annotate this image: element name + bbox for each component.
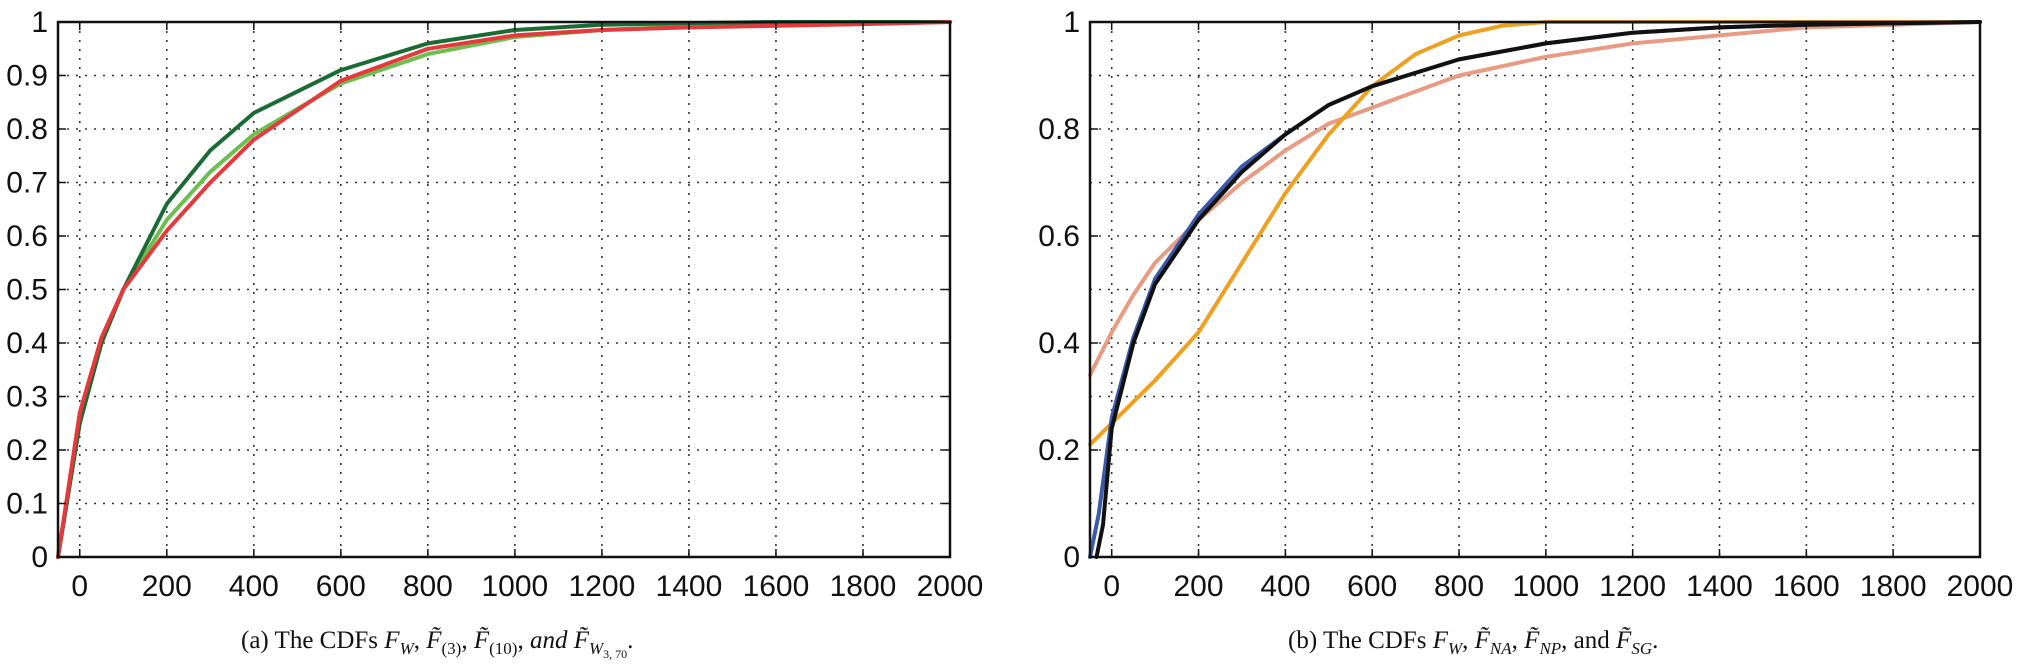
x-tick-label: 1600 (743, 570, 810, 603)
y-tick-label: 0.2 (1038, 434, 1080, 467)
y-tick-label: 1 (1063, 6, 1080, 39)
x-tick-label: 0 (1103, 570, 1120, 603)
y-tick-label: 0.6 (6, 220, 48, 253)
y-tick-label: 0.5 (6, 274, 48, 307)
chart-panel-b: 0 200 400 600 800 1000 1200 1400 1600 1800 2000 0 0.… (1038, 6, 2013, 603)
caption-a-and: and (530, 627, 568, 654)
x-tick-label: 0 (71, 570, 88, 603)
x-tick-label: 1200 (569, 570, 636, 603)
caption-b-and: and (1574, 627, 1611, 654)
x-tick-label: 800 (403, 570, 453, 603)
caption-b-sep2: , (1512, 627, 1525, 654)
x-tick-label: 400 (229, 570, 279, 603)
caption-a-sep1: , (414, 627, 427, 654)
caption-a-fw370-subsub: 3, 70 (603, 647, 627, 661)
caption-a-sep2: , (461, 627, 474, 654)
x-tick-label: 1000 (1512, 570, 1579, 603)
x-tick-label: 400 (1260, 570, 1310, 603)
caption-b-fna-sub: NA (1489, 639, 1512, 658)
caption-a-fw-sub: W (400, 639, 416, 658)
caption-a: (a) The CDFs FW, F̃(3), F̃(10), and F̃W3… (241, 627, 633, 661)
series-line-4 (1094, 20, 1982, 559)
caption-b: (b) The CDFs FW, F̃NA, F̃NP, and F̃SG. (1288, 627, 1658, 658)
y-tick-label: 0.9 (6, 60, 48, 93)
caption-b-sep3: , (1561, 627, 1574, 654)
caption-a-sep3: , (517, 627, 530, 654)
x-tick-label: 200 (1174, 570, 1224, 603)
y-tick-label: 0.8 (6, 113, 48, 146)
series-line-2 (56, 20, 952, 559)
plot-frame (1088, 20, 1982, 559)
caption-b-prefix: (b) The CDFs (1288, 627, 1433, 654)
y-tick-label: 0.8 (1038, 113, 1080, 146)
y-tick-label: 0.4 (6, 327, 48, 360)
caption-a-fw370-sub: W (589, 639, 605, 658)
x-tick-label: 1800 (830, 570, 897, 603)
caption-a-f3-sub: (3) (442, 639, 462, 658)
caption-b-sep1: , (1462, 627, 1475, 654)
caption-a-f3: F̃ (425, 627, 442, 654)
caption-b-fsg: F̃ (1615, 627, 1632, 654)
y-tick-label: 0 (1063, 541, 1080, 574)
y-tick-label: 1 (31, 6, 48, 39)
caption-a-fw370: F̃ (573, 627, 590, 654)
y-tick-label: 0.4 (1038, 327, 1080, 360)
y-tick-label: 0.3 (6, 381, 48, 414)
x-tick-label: 600 (316, 570, 366, 603)
y-tick-label: 0.2 (6, 434, 48, 467)
caption-a-f10-sub: (10) (489, 639, 517, 658)
caption-b-fnp-sub: NP (1538, 639, 1561, 658)
x-tick-label: 1200 (1599, 570, 1666, 603)
series-line-3 (56, 20, 952, 559)
x-tick-label: 600 (1347, 570, 1397, 603)
caption-a-prefix: (a) The CDFs (241, 627, 384, 654)
y-tick-label: 0.6 (1038, 220, 1080, 253)
caption-a-end: . (627, 627, 633, 654)
caption-a-fw: F (383, 627, 400, 654)
caption-b-fw: F (1432, 627, 1449, 654)
series-line-1 (56, 20, 952, 559)
series-line-2 (1088, 20, 1982, 447)
y-tick-label: 0 (31, 541, 48, 574)
x-tick-label: 2000 (1947, 570, 2014, 603)
y-tick-label: 0.1 (6, 488, 48, 521)
caption-a-f10: F̃ (473, 627, 490, 654)
chart-panel-a: 0 200 400 600 800 1000 1200 1400 1600 1800 2000 0 0.… (6, 6, 983, 603)
caption-b-fw-sub: W (1448, 639, 1464, 658)
x-tick-label: 2000 (917, 570, 984, 603)
x-tick-label: 200 (142, 570, 192, 603)
caption-b-fnp: F̃ (1523, 627, 1540, 654)
caption-b-fna: F̃ (1474, 627, 1491, 654)
x-tick-label: 800 (1434, 570, 1484, 603)
x-tick-label: 1400 (656, 570, 723, 603)
caption-b-fsg-sub: SG (1631, 639, 1652, 658)
x-tick-label: 1800 (1860, 570, 1927, 603)
plot-frame (56, 20, 952, 559)
x-tick-label: 1400 (1686, 570, 1753, 603)
y-tick-label: 0.7 (6, 167, 48, 200)
x-tick-label: 1600 (1773, 570, 1840, 603)
series-line-1 (1088, 20, 1982, 378)
caption-b-end: . (1652, 627, 1658, 654)
x-tick-label: 1000 (482, 570, 549, 603)
